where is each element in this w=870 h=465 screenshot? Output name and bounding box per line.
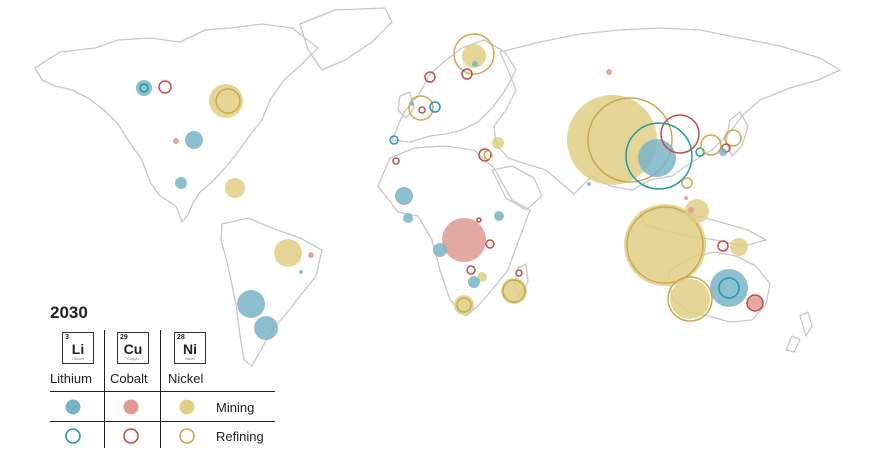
nickel-mining-bubble xyxy=(567,95,657,185)
cobalt-refining-bubble xyxy=(466,265,476,275)
lithium-mining-bubble xyxy=(237,290,265,318)
nickel-mining-bubble xyxy=(225,178,245,198)
lithium-refining-bubble xyxy=(625,122,693,190)
nickel-refining-bubble xyxy=(724,129,742,147)
nickel-mining-bubble xyxy=(501,278,527,304)
lithium-mining-bubble xyxy=(472,61,478,67)
lithium-mining-bubble xyxy=(494,211,504,221)
lithium-mining-bubble xyxy=(468,276,480,288)
cobalt-mining-bubble xyxy=(606,69,612,75)
lithium-mining-bubble xyxy=(185,131,203,149)
nickel-refining-bubble xyxy=(453,33,495,75)
cobalt-refining-bubble xyxy=(392,157,400,165)
cobalt-mining-bubble xyxy=(684,196,688,200)
cobalt-mining-bubble xyxy=(747,295,763,311)
lithium-mining-bubble xyxy=(719,148,727,156)
nickel-refining-bubble xyxy=(681,177,693,189)
nickel-refining-bubble xyxy=(483,150,493,160)
cobalt-refining-bubble xyxy=(418,106,426,114)
lithium-refining-bubble xyxy=(718,277,740,299)
land-outlines xyxy=(34,7,841,367)
nickel-refining-bubble xyxy=(700,134,722,156)
nickel-mining-bubble xyxy=(685,199,709,223)
cobalt-mining-bubble xyxy=(308,252,314,258)
nickel-refining-bubble xyxy=(502,279,526,303)
north-america-outline xyxy=(34,23,319,223)
cobalt-mining-bubble xyxy=(442,218,486,262)
lithium-mining-bubble xyxy=(710,269,748,307)
lithium-mining-bubble xyxy=(587,182,591,186)
nickel-mining-bubble xyxy=(624,204,706,286)
lithium-mining-bubble xyxy=(403,213,413,223)
lithium-mining-bubble xyxy=(254,316,278,340)
cobalt-refining-bubble xyxy=(476,217,482,223)
lithium-mining-bubble xyxy=(175,177,187,189)
arabia-outline xyxy=(491,165,543,211)
lithium-mining-bubble xyxy=(433,243,447,257)
cobalt-refining-bubble xyxy=(746,294,764,312)
nickel-refining-bubble xyxy=(626,206,704,284)
nickel-refining-bubble xyxy=(408,95,434,121)
lithium-refining-bubble xyxy=(695,147,705,157)
nickel-mining-bubble xyxy=(477,272,487,282)
nickel-mining-bubble xyxy=(670,279,710,319)
greenland-outline xyxy=(299,7,393,71)
lithium-mining-bubble xyxy=(395,187,413,205)
cobalt-refining-bubble xyxy=(485,239,495,249)
lithium-refining-bubble xyxy=(389,135,399,145)
cobalt-refining-bubble xyxy=(515,269,523,277)
nickel-mining-bubble xyxy=(492,137,504,149)
cobalt-mining-bubble xyxy=(688,207,694,213)
europe-outline xyxy=(391,39,517,143)
nickel-refining-bubble xyxy=(587,97,673,183)
cobalt-refining-bubble xyxy=(478,148,492,162)
nickel-mining-bubble xyxy=(209,84,243,118)
nickel-refining-bubble xyxy=(456,297,472,313)
lithium-mining-bubble xyxy=(136,80,152,96)
cobalt-refining-bubble xyxy=(660,114,700,154)
cobalt-refining-bubble xyxy=(717,240,729,252)
africa-outline xyxy=(377,145,531,317)
year-label: 2030 xyxy=(50,303,88,322)
nickel-refining-bubble xyxy=(215,88,241,114)
lithium-mining-bubble xyxy=(638,139,676,177)
cobalt-refining-bubble xyxy=(461,68,473,80)
nickel-mining-bubble xyxy=(274,239,302,267)
south-america-outline xyxy=(220,217,323,367)
nickel-mining-bubble xyxy=(730,238,748,256)
new-zealand-outline xyxy=(785,311,813,353)
lithium-mining-bubble xyxy=(299,270,303,274)
cobalt-refining-bubble xyxy=(158,80,172,94)
lithium-mining-bubble xyxy=(410,102,414,106)
cobalt-refining-bubble xyxy=(424,71,436,83)
nickel-mining-bubble xyxy=(462,44,486,68)
nickel-refining-bubble xyxy=(667,276,713,322)
cobalt-mining-bubble xyxy=(173,138,179,144)
lithium-refining-bubble xyxy=(139,83,149,93)
lithium-refining-bubble xyxy=(429,101,441,113)
